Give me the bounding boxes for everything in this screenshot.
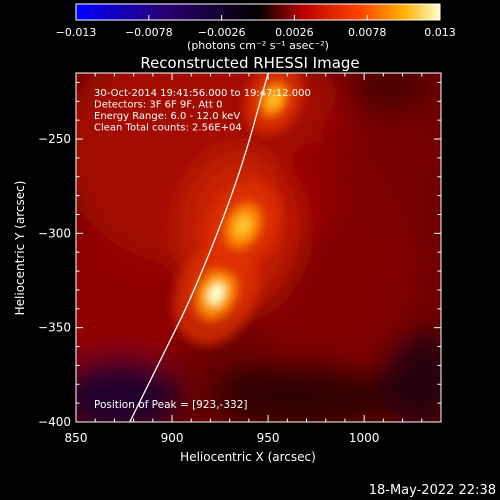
emission-source xyxy=(205,180,282,272)
plot-frame xyxy=(75,72,442,423)
colorbar-tick-label: 0.0026 xyxy=(275,26,314,39)
y-tick-label: −400 xyxy=(38,415,71,429)
observation-info: 30-Oct-2014 19:41:56.000 to 19:47:12.000… xyxy=(94,88,311,134)
peak-position-label: Position of Peak = [923,-332] xyxy=(94,399,248,411)
colorbar-unit-label: (photons cm⁻² s⁻¹ asec⁻²) xyxy=(187,39,329,52)
x-tick-label: 950 xyxy=(257,431,280,445)
colorbar-tick-labels: −0.013 −0.0078 −0.0026 0.0026 0.0078 0.013 xyxy=(56,26,456,39)
info-line: Energy Range: 6.0 - 12.0 keV xyxy=(94,111,240,122)
y-axis-ticks xyxy=(76,81,441,423)
info-line: Clean Total counts: 2.56E+04 xyxy=(94,123,242,134)
colorbar-tick-label: 0.013 xyxy=(424,26,456,39)
x-axis-label: Heliocentric X (arcsec) xyxy=(180,450,316,464)
y-tick-label: −350 xyxy=(38,321,71,335)
y-axis-tick-labels: −250 −300 −350 −400 xyxy=(38,132,71,429)
y-tick-label: −300 xyxy=(38,226,71,240)
colorbar-tick-label: −0.013 xyxy=(56,26,97,39)
x-axis-tick-labels: 850 900 950 1000 xyxy=(65,431,380,445)
x-tick-label: 1000 xyxy=(349,431,380,445)
x-tick-label: 850 xyxy=(65,431,88,445)
info-line: 30-Oct-2014 19:41:56.000 to 19:47:12.000 xyxy=(94,88,311,99)
plot-area xyxy=(76,73,441,422)
colorbar: −0.013 −0.0078 −0.0026 0.0026 0.0078 0.013 (p… xyxy=(56,3,456,52)
y-tick-label: −250 xyxy=(38,132,71,146)
chart-title: Reconstructed RHESSI Image xyxy=(140,54,359,72)
x-tick-label: 900 xyxy=(161,431,184,445)
colorbar-ticks xyxy=(75,15,441,20)
colorbar-tick-label: −0.0078 xyxy=(125,26,173,39)
x-axis-ticks xyxy=(75,73,442,422)
solar-limb-curve xyxy=(129,73,269,422)
emission-source xyxy=(244,73,304,136)
footer-timestamp: 18-May-2022 22:38 xyxy=(369,483,496,498)
sources xyxy=(173,73,304,346)
y-axis-label: Heliocentric Y (arcsec) xyxy=(13,181,27,316)
colorbar-scale xyxy=(75,3,441,21)
info-line: Detectors: 3F 6F 9F, Att 0 xyxy=(94,100,222,111)
colorbar-tick-label: 0.0078 xyxy=(348,26,387,39)
colorbar-tick-label: −0.0026 xyxy=(198,26,246,39)
